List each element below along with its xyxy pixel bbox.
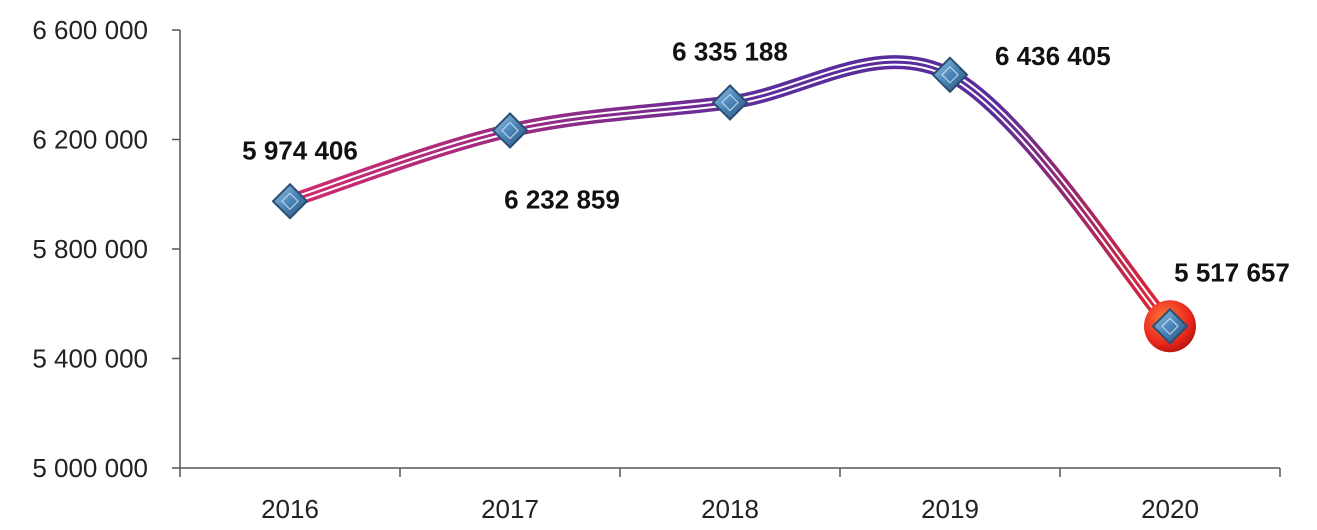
y-tick-label: 5 800 000 [32,234,148,264]
data-point-marker-inner [721,93,739,112]
data-point-marker-inner [281,192,299,211]
data-point-marker [931,56,969,94]
data-point-marker-inner [1161,317,1179,336]
x-tick-label: 2017 [481,494,539,524]
y-tick-label: 6 600 000 [32,15,148,45]
x-tick-label: 2018 [701,494,759,524]
data-point-marker-inner [941,65,959,84]
data-label: 5 517 657 [1174,257,1290,287]
y-tick-label: 6 200 000 [32,125,148,155]
x-tick-label: 2019 [921,494,979,524]
data-point-marker [491,112,529,149]
data-markers [271,56,1196,353]
y-tick-label: 5 000 000 [32,453,148,483]
y-tick-label: 5 400 000 [32,344,148,374]
data-labels: 5 974 406 6 232 859 6 335 188 6 436 405 5 51… [242,36,1290,287]
x-tick-label: 2016 [261,494,319,524]
axes: 5 000 000 5 400 000 5 800 000 6 200 000 6 60… [32,15,1281,524]
data-label: 5 974 406 [242,135,358,165]
data-point-marker [271,182,309,220]
data-label: 6 436 405 [995,41,1111,71]
data-label: 6 335 188 [672,36,788,66]
x-tick-label: 2020 [1141,494,1199,524]
data-label: 6 232 859 [504,185,620,215]
data-point-marker [1151,307,1189,345]
data-point-marker-inner [501,121,519,140]
data-point-marker [711,84,749,121]
